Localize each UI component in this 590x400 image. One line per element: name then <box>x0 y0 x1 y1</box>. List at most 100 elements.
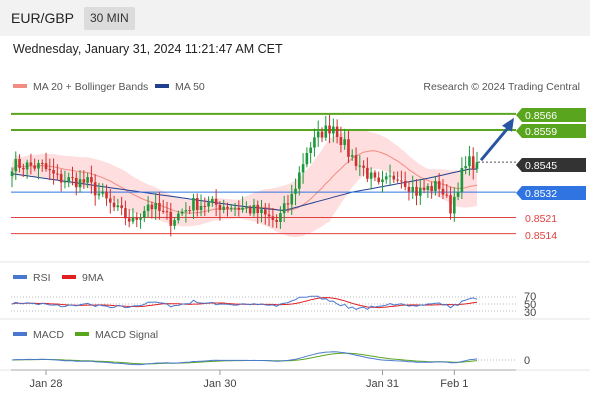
candle <box>169 202 173 237</box>
candle <box>468 146 471 176</box>
candle <box>33 158 36 172</box>
candle <box>441 179 445 200</box>
candle <box>229 203 233 212</box>
candle <box>301 153 305 184</box>
candle <box>150 201 154 219</box>
candle <box>418 178 422 205</box>
candle <box>343 128 346 150</box>
candle <box>10 167 14 188</box>
candle <box>22 163 25 177</box>
rsi-tick-30: 30 <box>524 307 536 319</box>
candle <box>195 193 199 217</box>
candle <box>422 179 426 194</box>
candle <box>460 157 464 199</box>
candle <box>101 183 105 198</box>
macd-signal-line <box>11 352 478 365</box>
candle <box>256 200 260 224</box>
rsi-tick-50: 50 <box>524 299 536 311</box>
bollinger-bands <box>12 129 477 238</box>
candle <box>396 171 399 183</box>
candle <box>108 188 112 214</box>
candle <box>309 142 312 164</box>
rsi-panel: RSI 9MA 70 50 30 <box>11 272 536 319</box>
candle <box>105 184 108 206</box>
badge-0.8559: 0.8559 <box>516 124 586 138</box>
ma50-line <box>11 168 477 212</box>
candle <box>426 183 430 198</box>
candle <box>373 170 377 182</box>
moving-averages <box>11 150 478 214</box>
candle <box>44 152 48 172</box>
ma50-swatch <box>155 84 169 88</box>
candle <box>407 181 411 201</box>
candle <box>403 171 407 191</box>
candle <box>158 192 161 220</box>
price-levels <box>11 112 516 235</box>
candle <box>112 195 116 212</box>
candle <box>214 189 218 217</box>
candle <box>25 159 29 179</box>
candle <box>445 183 449 198</box>
candle <box>245 201 248 214</box>
macd-tick-0: 0 <box>524 355 530 367</box>
candle <box>207 196 210 213</box>
candle <box>294 178 297 206</box>
candle <box>52 158 55 185</box>
legend-ma50: MA 50 <box>175 81 205 93</box>
candle <box>59 169 63 192</box>
candle <box>180 208 184 216</box>
price-legend: MA 20 + Bollinger Bands MA 50 Research ©… <box>13 81 580 93</box>
candle <box>358 155 362 176</box>
candle <box>131 208 135 225</box>
candle <box>146 196 150 218</box>
candle <box>93 174 97 206</box>
candle <box>298 166 301 196</box>
x-axis: Jan 28 Jan 30 Jan 31 Feb 1 <box>11 369 516 390</box>
candle <box>392 171 396 183</box>
candle <box>203 197 207 216</box>
candle <box>143 206 146 223</box>
candle <box>437 173 441 197</box>
candle <box>471 147 475 180</box>
candle <box>366 157 369 183</box>
legend-rsi: RSI <box>33 272 51 284</box>
legend-rsi-ma: 9MA <box>82 272 104 284</box>
candle <box>161 199 165 214</box>
candle <box>241 196 244 213</box>
candle <box>199 194 203 217</box>
candle <box>347 130 350 164</box>
x-tick-feb1: Feb 1 <box>440 378 468 390</box>
candle <box>335 119 339 144</box>
candlesticks <box>10 114 479 237</box>
interval-button[interactable]: 30 MIN <box>84 7 135 30</box>
legend-macd: MACD <box>33 329 64 341</box>
price-badges: 0.8566 0.8559 0.8545 0.8532 0.8521 0.851… <box>516 108 586 242</box>
candle <box>320 127 324 143</box>
legend-ma20: MA 20 + Bollinger Bands <box>33 81 148 93</box>
candle <box>67 172 71 188</box>
candle <box>218 201 222 221</box>
candle <box>63 170 67 189</box>
candle <box>74 172 78 196</box>
candle <box>313 128 316 157</box>
badge-label-0.8532: 0.8532 <box>525 188 557 200</box>
candle <box>275 214 278 229</box>
candle <box>40 159 44 172</box>
candle <box>165 201 169 220</box>
candle <box>71 166 74 186</box>
chart-datetime: Wednesday, January 31, 2024 11:21:47 AM … <box>13 42 283 56</box>
candle <box>37 159 40 180</box>
candle <box>464 156 467 175</box>
candle <box>332 118 335 143</box>
macd-panel: MACD MACD Signal 0 <box>11 329 530 367</box>
candle <box>305 147 309 168</box>
candle <box>139 213 142 229</box>
candle <box>475 151 479 173</box>
candle <box>388 164 392 186</box>
candle <box>377 171 381 185</box>
candle <box>135 212 139 228</box>
candle <box>411 175 415 199</box>
candle <box>290 184 294 215</box>
bollinger-band-area <box>12 129 477 238</box>
candle <box>381 170 384 193</box>
